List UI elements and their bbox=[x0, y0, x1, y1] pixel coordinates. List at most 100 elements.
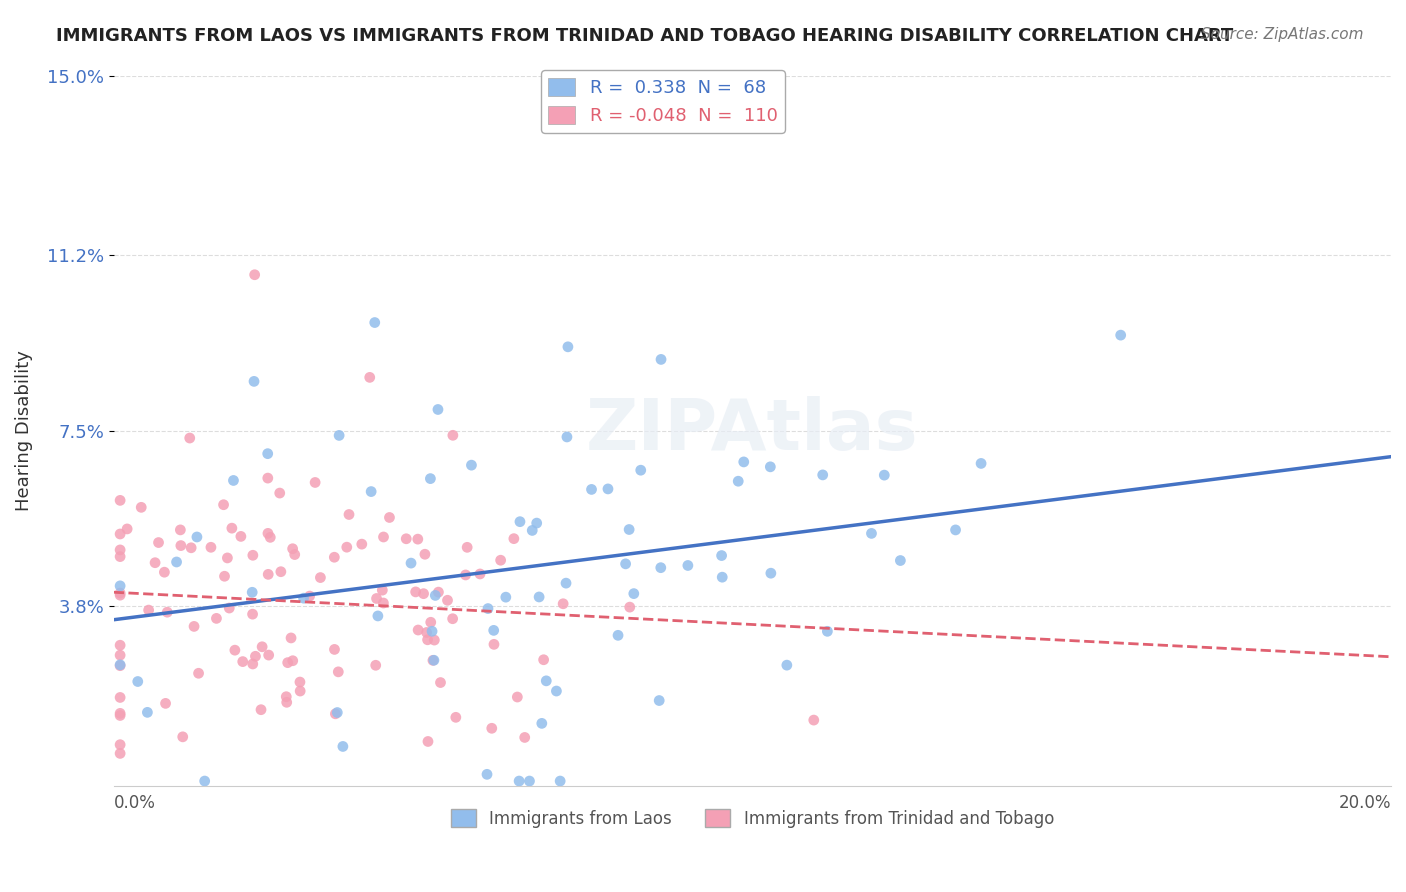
Point bbox=[200, 541, 222, 555]
Point bbox=[250, 703, 273, 717]
Point bbox=[413, 547, 436, 561]
Point bbox=[727, 474, 749, 488]
Point bbox=[127, 674, 149, 689]
Point bbox=[526, 516, 548, 530]
Point bbox=[650, 352, 672, 367]
Point bbox=[323, 642, 346, 657]
Point bbox=[614, 557, 637, 571]
Point bbox=[169, 523, 191, 537]
Point bbox=[156, 605, 179, 619]
Point bbox=[419, 472, 441, 486]
Point bbox=[378, 510, 401, 524]
Point bbox=[1109, 328, 1132, 343]
Point bbox=[108, 527, 131, 541]
Point bbox=[298, 589, 321, 603]
Point bbox=[259, 530, 281, 544]
Point bbox=[221, 521, 243, 535]
Point bbox=[623, 586, 645, 600]
Point bbox=[280, 631, 302, 645]
Point bbox=[596, 482, 619, 496]
Point bbox=[468, 566, 491, 581]
Text: 0.0%: 0.0% bbox=[114, 794, 156, 813]
Point bbox=[350, 537, 373, 551]
Point bbox=[475, 767, 498, 781]
Point bbox=[555, 430, 578, 444]
Point bbox=[495, 590, 517, 604]
Point bbox=[292, 591, 315, 606]
Legend: Immigrants from Laos, Immigrants from Trinidad and Tobago: Immigrants from Laos, Immigrants from Tr… bbox=[444, 803, 1060, 834]
Point bbox=[108, 658, 131, 673]
Point bbox=[711, 570, 734, 584]
Point bbox=[513, 731, 536, 745]
Point bbox=[276, 695, 298, 709]
Point bbox=[436, 593, 458, 607]
Point bbox=[136, 706, 159, 720]
Point bbox=[245, 649, 267, 664]
Point bbox=[509, 515, 531, 529]
Point bbox=[108, 708, 131, 723]
Point bbox=[269, 486, 291, 500]
Point bbox=[180, 541, 202, 555]
Point bbox=[441, 428, 464, 442]
Point bbox=[536, 673, 558, 688]
Point bbox=[276, 690, 298, 704]
Point bbox=[108, 690, 131, 705]
Point bbox=[243, 268, 266, 282]
Point bbox=[304, 475, 326, 490]
Point bbox=[426, 402, 449, 417]
Point bbox=[406, 532, 429, 546]
Point bbox=[412, 587, 434, 601]
Point bbox=[337, 508, 360, 522]
Point bbox=[143, 556, 166, 570]
Point bbox=[364, 316, 387, 330]
Point bbox=[630, 463, 652, 477]
Point bbox=[416, 632, 439, 647]
Point bbox=[454, 568, 477, 582]
Point bbox=[482, 637, 505, 651]
Point bbox=[138, 603, 160, 617]
Point bbox=[166, 555, 188, 569]
Point bbox=[256, 471, 278, 485]
Point bbox=[108, 638, 131, 652]
Text: IMMIGRANTS FROM LAOS VS IMMIGRANTS FROM TRINIDAD AND TOBAGO HEARING DISABILITY C: IMMIGRANTS FROM LAOS VS IMMIGRANTS FROM … bbox=[56, 27, 1233, 45]
Point bbox=[527, 590, 550, 604]
Point bbox=[214, 569, 236, 583]
Point bbox=[502, 532, 524, 546]
Point bbox=[179, 431, 201, 445]
Point bbox=[325, 706, 347, 721]
Point bbox=[406, 623, 429, 637]
Point bbox=[256, 447, 278, 461]
Point bbox=[648, 693, 671, 707]
Point bbox=[441, 612, 464, 626]
Point bbox=[270, 565, 292, 579]
Point bbox=[581, 483, 603, 497]
Point bbox=[533, 653, 555, 667]
Point bbox=[242, 607, 264, 622]
Point bbox=[508, 774, 530, 789]
Point bbox=[243, 375, 266, 389]
Point bbox=[155, 697, 177, 711]
Point bbox=[359, 370, 381, 384]
Text: ZIPAtlas: ZIPAtlas bbox=[586, 396, 918, 465]
Point bbox=[172, 730, 194, 744]
Point bbox=[373, 530, 395, 544]
Point bbox=[257, 526, 280, 541]
Point bbox=[416, 734, 439, 748]
Point bbox=[250, 640, 273, 654]
Point bbox=[170, 539, 193, 553]
Point bbox=[108, 493, 131, 508]
Point bbox=[710, 549, 733, 563]
Point bbox=[309, 570, 332, 584]
Point bbox=[427, 585, 450, 599]
Point bbox=[323, 550, 346, 565]
Point bbox=[108, 747, 131, 761]
Point bbox=[257, 567, 280, 582]
Point bbox=[522, 524, 544, 538]
Point bbox=[288, 684, 311, 698]
Point bbox=[242, 657, 264, 671]
Point bbox=[617, 523, 640, 537]
Point bbox=[405, 585, 427, 599]
Point bbox=[422, 653, 444, 667]
Point bbox=[364, 658, 387, 673]
Point bbox=[281, 654, 304, 668]
